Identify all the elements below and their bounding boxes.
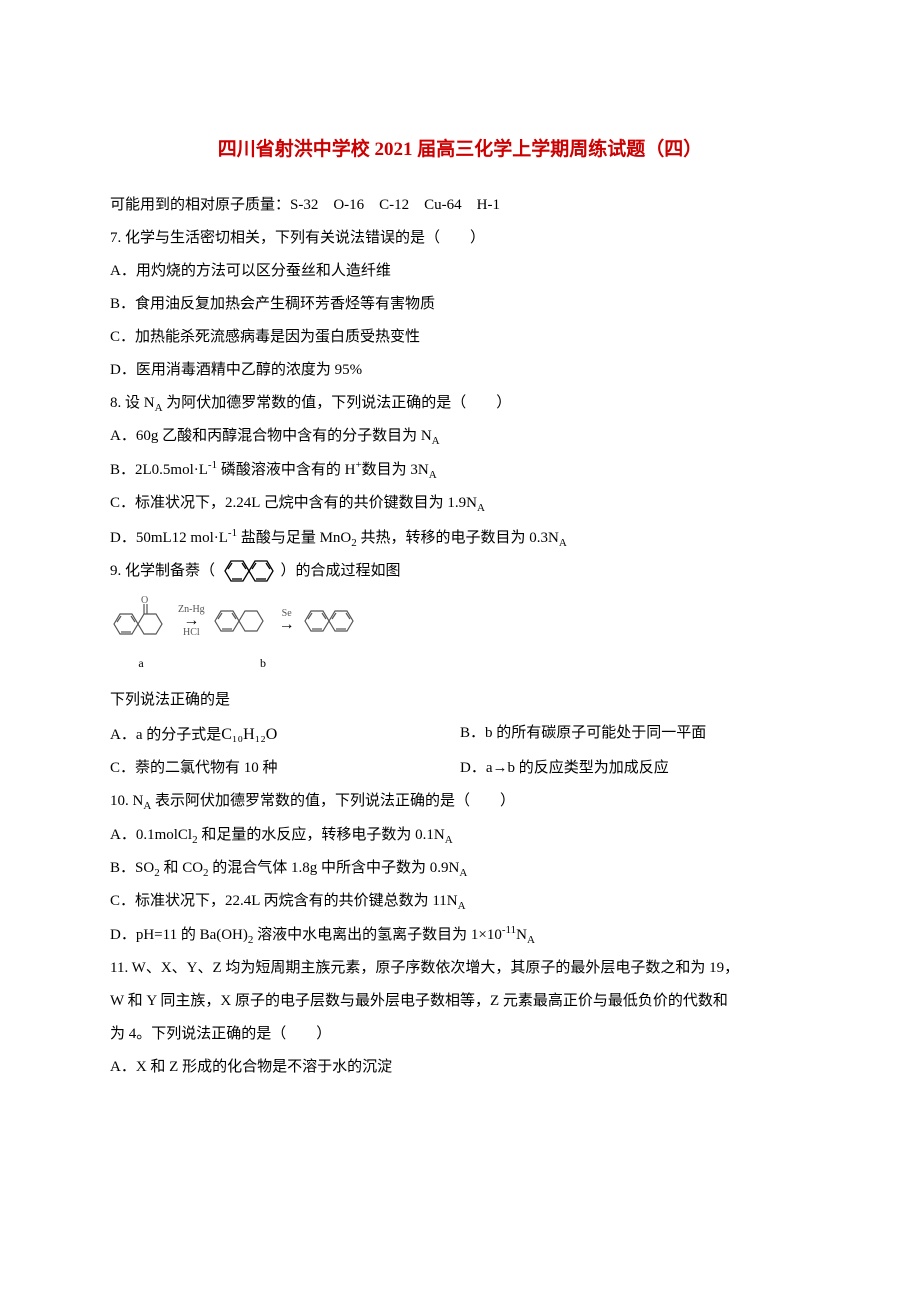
q10-stem-pre: 10. N [110, 793, 143, 809]
subscript-a: A [445, 834, 453, 846]
reaction-arrow-2: Se → [279, 608, 295, 633]
q9-a-pre: A．a 的分子式是 [110, 727, 221, 743]
q8-opt-a: A．60g 乙酸和丙醇混合物中含有的分子数目为 NA [110, 420, 810, 453]
q8-opt-d: D．50mL12 mol·L-1 盐酸与足量 MnO2 共热，转移的电子数目为 … [110, 521, 810, 555]
q11-l2: W 和 Y 同主族，X 原子的电子层数与最外层电子数相等，Z 元素最高正价与最低… [110, 985, 810, 1018]
subscript-a: A [155, 402, 163, 414]
q8-b-post: 数目为 3N [362, 462, 429, 478]
naphthalene-product-icon [301, 599, 363, 643]
q8-stem: 8. 设 NA 为阿伏加德罗常数的值，下列说法正确的是（ ） [110, 387, 810, 420]
q10-stem-post: 表示阿伏加德罗常数的值，下列说法正确的是（ ） [151, 793, 515, 809]
q8-d-mid: 盐酸与足量 MnO [237, 530, 351, 546]
q8-opt-b: B．2L0.5mol·L-1 磷酸溶液中含有的 H+数目为 3NA [110, 453, 810, 487]
q9-opt-c: C．萘的二氯代物有 10 种 [110, 752, 460, 785]
reaction-labels: a b [110, 650, 810, 676]
subscript-a: A [458, 900, 466, 912]
q8-opt-c: C．标准状况下，2.24L 己烷中含有的共价键数目为 1.9NA [110, 487, 810, 520]
q8-stem-pre: 8. 设 N [110, 395, 155, 411]
label-b: b [232, 650, 294, 676]
subscript-a: A [559, 537, 567, 549]
q9-opt-a: A．a 的分子式是C₁₀H₁₂O [110, 717, 460, 752]
q10-c-pre: C．标准状况下，22.4L 丙烷含有的共价键总数为 11N [110, 893, 458, 909]
q9-opt-b: B．b 的所有碳原子可能处于同一平面 [460, 717, 810, 752]
q10-b-mid2: 的混合气体 1.8g 中所含中子数为 0.9N [209, 860, 460, 876]
subscript-a: A [432, 435, 440, 447]
q10-d-mid: 溶液中水电离出的氢离子数目为 1×10 [253, 927, 501, 943]
subscript-a: A [429, 469, 437, 481]
q8-c-pre: C．标准状况下，2.24L 己烷中含有的共价键数目为 1.9N [110, 495, 477, 511]
q7-opt-d: D．医用消毒酒精中乙醇的浓度为 95% [110, 354, 810, 387]
reaction-arrow-1: Zn-Hg → HCl [178, 604, 205, 638]
q8-d-pre: D．50mL12 mol·L [110, 530, 228, 546]
q7-opt-a: A．用灼烧的方法可以区分蚕丝和人造纤维 [110, 255, 810, 288]
q10-d-post: N [516, 927, 527, 943]
q9-stem-pre: 9. 化学制备萘（ [110, 563, 215, 579]
subscript-a: A [527, 934, 535, 946]
q8-d-post: 共热，转移的电子数目为 0.3N [357, 530, 559, 546]
q11-l3: 为 4。下列说法正确的是（ ） [110, 1018, 810, 1051]
q10-opt-b: B．SO2 和 CO2 的混合气体 1.8g 中所含中子数为 0.9NA [110, 852, 810, 885]
q9-stem: 9. 化学制备萘（ ）的合成过程如图 [110, 555, 810, 588]
q10-opt-a: A．0.1molCl2 和足量的水反应，转移电子数为 0.1NA [110, 819, 810, 852]
molecule-a-icon: O [110, 594, 172, 648]
subscript-a: A [459, 867, 467, 879]
q9-stem-post: ）的合成过程如图 [281, 563, 401, 579]
q11-opt-a: A．X 和 Z 形成的化合物是不溶于水的沉淀 [110, 1051, 810, 1084]
q8-b-mid: 磷酸溶液中含有的 H [217, 462, 355, 478]
q9-a-formula: C₁₀H₁₂O [221, 726, 277, 743]
superscript-neg1: -1 [208, 459, 217, 471]
superscript-neg1: -1 [228, 527, 237, 539]
subscript-a: A [477, 502, 485, 514]
superscript-neg11: -11 [502, 924, 516, 936]
q9-sub: 下列说法正确的是 [110, 684, 810, 717]
q9-row-cd: C．萘的二氯代物有 10 种 D．a→b 的反应类型为加成反应 [110, 752, 810, 785]
svg-text:O: O [141, 595, 148, 606]
q8-stem-post: 为阿伏加德罗常数的值，下列说法正确的是（ ） [163, 395, 512, 411]
q9-row-ab: A．a 的分子式是C₁₀H₁₂O B．b 的所有碳原子可能处于同一平面 [110, 717, 810, 752]
q9-opt-d: D．a→b 的反应类型为加成反应 [460, 752, 810, 785]
q10-opt-d: D．pH=11 的 Ba(OH)2 溶液中水电离出的氢离子数目为 1×10-11… [110, 918, 810, 952]
atomic-mass-line: 可能用到的相对原子质量：S-32 O-16 C-12 Cu-64 H-1 [110, 189, 810, 222]
q8-a-pre: A．60g 乙酸和丙醇混合物中含有的分子数目为 N [110, 428, 432, 444]
q10-d-pre: D．pH=11 的 Ba(OH) [110, 927, 248, 943]
exam-page: 四川省射洪中学校 2021 届高三化学上学期周练试题（四） 可能用到的相对原子质… [0, 0, 920, 1302]
q10-stem: 10. NA 表示阿伏加德罗常数的值，下列说法正确的是（ ） [110, 785, 810, 818]
q8-b-pre: B．2L0.5mol·L [110, 462, 208, 478]
q11-l1: 11. W、X、Y、Z 均为短周期主族元素，原子序数依次增大，其原子的最外层电子… [110, 952, 810, 985]
q7-stem: 7. 化学与生活密切相关，下列有关说法错误的是（ ） [110, 222, 810, 255]
q10-a-pre: A．0.1molCl [110, 827, 192, 843]
reaction-scheme: O Zn-Hg → HCl Se → [110, 594, 810, 648]
page-title: 四川省射洪中学校 2021 届高三化学上学期周练试题（四） [110, 129, 810, 171]
arrow-icon: → [279, 617, 295, 633]
arrow1-bot: HCl [183, 627, 200, 638]
q10-b-mid1: 和 CO [160, 860, 203, 876]
q7-opt-c: C．加热能杀死流感病毒是因为蛋白质受热变性 [110, 321, 810, 354]
q7-opt-b: B．食用油反复加热会产生稠环芳香烃等有害物质 [110, 288, 810, 321]
q10-a-mid: 和足量的水反应，转移电子数为 0.1N [198, 827, 445, 843]
q10-b-pre: B．SO [110, 860, 154, 876]
molecule-b-icon [211, 599, 273, 643]
q10-opt-c: C．标准状况下，22.4L 丙烷含有的共价键总数为 11NA [110, 885, 810, 918]
label-a: a [110, 650, 172, 676]
naphthalene-icon [219, 557, 277, 585]
